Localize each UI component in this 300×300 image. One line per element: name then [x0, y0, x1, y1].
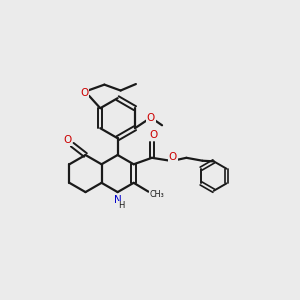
Text: O: O [80, 88, 88, 98]
Text: O: O [147, 113, 155, 123]
Text: O: O [149, 130, 157, 140]
Text: H: H [118, 201, 124, 210]
Text: CH₃: CH₃ [149, 190, 164, 199]
Text: O: O [63, 135, 71, 145]
Text: N: N [114, 195, 122, 205]
Text: O: O [168, 152, 177, 162]
